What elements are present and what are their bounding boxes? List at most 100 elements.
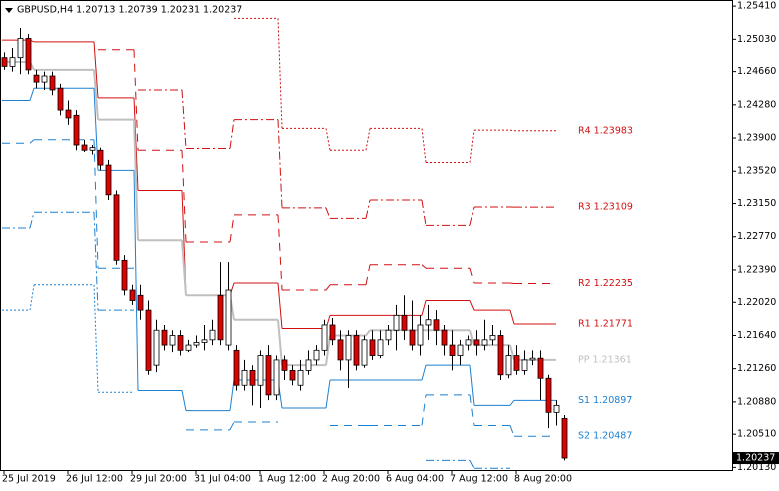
- pivot-step: [181, 150, 187, 243]
- x-tick-label: 7 Aug 12:00: [450, 474, 508, 485]
- candle-body: [561, 418, 568, 459]
- pivot-step: [469, 268, 475, 284]
- candle-body: [353, 335, 360, 366]
- candle-body: [505, 355, 512, 376]
- candle-body: [145, 309, 152, 371]
- pivot-step: [469, 130, 475, 163]
- candle-body: [249, 370, 256, 386]
- candle-body: [209, 329, 216, 341]
- y-tick-label: 1.21640: [737, 330, 776, 341]
- pivot-step: [93, 41, 99, 98]
- candle-body: [177, 335, 184, 351]
- pivot-step: [421, 199, 427, 226]
- candle-body: [49, 75, 56, 91]
- candle-body: [113, 194, 120, 261]
- pivot-step: [133, 49, 139, 151]
- candle-body: [313, 349, 320, 361]
- pivot-step: [277, 319, 283, 366]
- candle-body: [25, 38, 32, 71]
- level-label: PP 1.21361: [578, 354, 632, 365]
- pivot-step: [509, 344, 515, 361]
- candle-body: [89, 147, 96, 151]
- pivot-step: [93, 212, 99, 311]
- candle-body: [137, 294, 144, 311]
- pivot-step: [93, 139, 99, 269]
- y-tick-label: 1.23900: [737, 133, 776, 144]
- x-tick-label: 26 Jul 12:00: [66, 474, 123, 485]
- candle-body: [441, 329, 448, 346]
- candle-body: [401, 314, 408, 331]
- pivot-step: [229, 119, 235, 149]
- pivot-step: [469, 460, 475, 469]
- y-tick-label: 1.20880: [737, 396, 776, 407]
- pivot-step: [181, 390, 187, 411]
- candle-body: [97, 149, 104, 166]
- candle-body: [425, 319, 432, 326]
- candle-body: [161, 329, 168, 346]
- pivot-step: [469, 365, 475, 406]
- candle-body: [121, 259, 128, 291]
- chart-title: GBPUSD,H4 1.20713 1.20739 1.20231 1.2023…: [17, 5, 242, 16]
- y-tick-label: 1.20130: [737, 462, 776, 473]
- candle-body: [545, 377, 552, 413]
- pivot-step: [133, 119, 139, 241]
- last-price-box: [733, 452, 779, 465]
- y-tick-label: 1.22770: [737, 231, 776, 242]
- pivot-step: [421, 394, 427, 426]
- candle-body: [65, 109, 72, 119]
- candle-body: [521, 359, 528, 371]
- candle-body: [17, 38, 24, 59]
- pivot-step: [421, 264, 427, 269]
- candle-body: [9, 57, 16, 67]
- level-label: R2 1.22235: [578, 278, 633, 289]
- pivot-step: [93, 284, 99, 393]
- x-tick-label: 1 Aug 12:00: [258, 474, 316, 485]
- candle-body: [241, 370, 248, 386]
- pivot-step: [365, 329, 371, 337]
- candle-body: [1, 57, 8, 67]
- candle-body: [193, 342, 200, 346]
- pivot-step: [181, 89, 187, 149]
- candle-body: [81, 144, 88, 151]
- pivot-step: [509, 400, 515, 406]
- candle-body: [273, 359, 280, 396]
- y-tick-label: 1.20510: [737, 429, 776, 440]
- candle-body: [129, 289, 136, 301]
- pivot-step: [421, 365, 427, 381]
- y-tick-label: 1.24660: [737, 66, 776, 77]
- pivot-step: [509, 309, 515, 325]
- level-label: S2 1.20487: [578, 431, 632, 442]
- candle-body: [361, 339, 368, 366]
- candle-body: [345, 335, 352, 361]
- candle-body: [433, 319, 440, 331]
- pivot-step: [29, 88, 35, 101]
- pivot-step: [421, 128, 427, 163]
- candle-body: [57, 87, 64, 111]
- candle-body: [409, 329, 416, 346]
- candle-body: [473, 339, 480, 346]
- candle-body: [457, 344, 464, 356]
- pivot-step: [469, 206, 475, 226]
- candle-body: [153, 329, 160, 366]
- pivot-step: [277, 283, 283, 329]
- pivot-step: [229, 379, 235, 411]
- plot-frame: [0, 0, 733, 471]
- pivot-step: [365, 199, 371, 219]
- candle-body: [105, 164, 112, 196]
- pivot-step: [29, 212, 35, 229]
- pivot-step: [509, 129, 515, 132]
- menu-triangle[interactable]: [5, 8, 13, 13]
- pivot-step: [325, 335, 331, 366]
- y-tick-label: 1.22390: [737, 264, 776, 275]
- y-tick-label: 1.22020: [737, 297, 776, 308]
- pivot-step: [133, 97, 139, 191]
- pivot-step: [277, 214, 283, 291]
- candle-body: [465, 339, 472, 346]
- pivot-step: [365, 128, 371, 151]
- pivot-step: [229, 214, 235, 243]
- pivot-step: [93, 88, 99, 171]
- y-tick-label: 1.25030: [737, 34, 776, 45]
- pivot-step: [325, 128, 331, 151]
- candle-body: [217, 294, 224, 341]
- candle-body: [321, 324, 328, 351]
